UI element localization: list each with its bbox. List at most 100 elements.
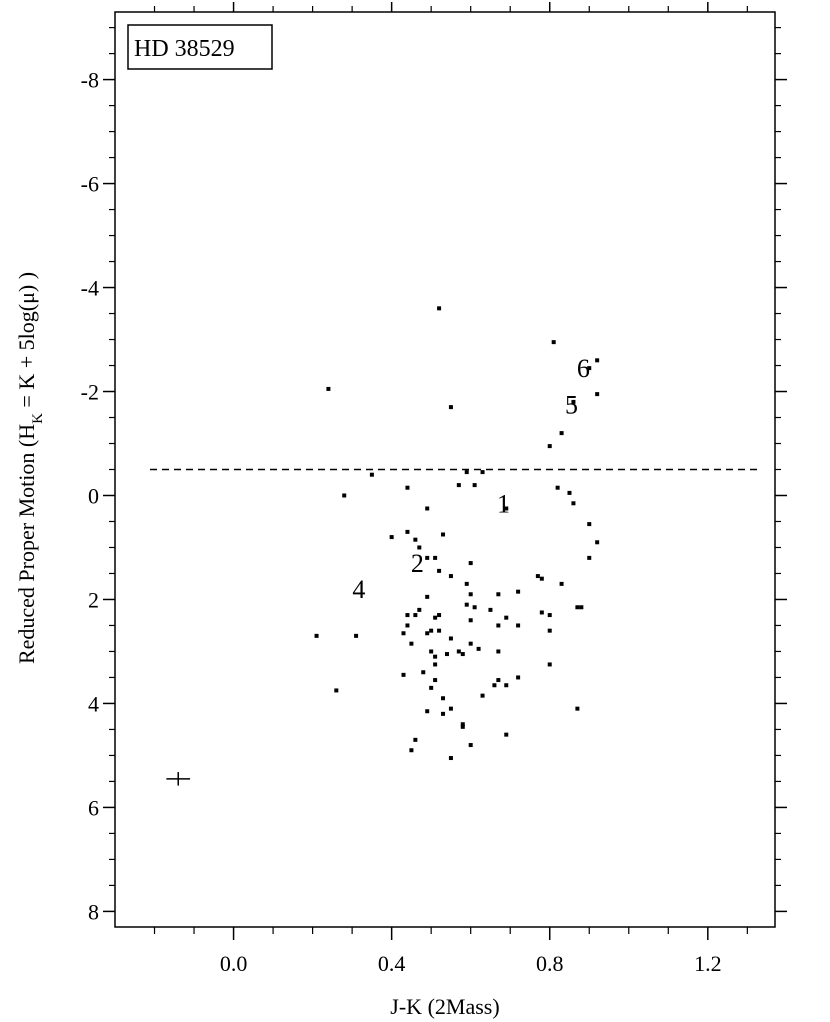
data-point xyxy=(448,636,453,641)
data-point xyxy=(559,431,564,436)
data-point xyxy=(334,688,339,693)
y-axis-title: Reduced Proper Motion (HK = K + 5log(μ) … xyxy=(14,272,46,664)
data-point xyxy=(547,628,552,633)
data-point xyxy=(441,696,446,701)
data-point xyxy=(571,399,576,404)
data-point xyxy=(354,633,359,638)
data-point xyxy=(476,646,481,651)
data-point xyxy=(547,662,552,667)
data-point xyxy=(496,623,501,628)
x-tick-label: 0.4 xyxy=(378,951,406,976)
data-point xyxy=(417,545,422,550)
data-point xyxy=(369,472,374,477)
data-point xyxy=(516,623,521,628)
data-point xyxy=(472,605,477,610)
data-point xyxy=(425,631,430,636)
data-point xyxy=(405,485,410,490)
data-point xyxy=(516,675,521,680)
data-point xyxy=(567,490,572,495)
data-point xyxy=(401,672,406,677)
data-point xyxy=(547,444,552,449)
y-tick-label: -2 xyxy=(81,380,99,405)
data-point xyxy=(587,366,592,371)
data-point xyxy=(409,748,414,753)
data-point xyxy=(314,633,319,638)
data-point xyxy=(504,615,509,620)
y-axis-title-pre: Reduced Proper Motion (H xyxy=(14,424,39,664)
data-point xyxy=(539,576,544,581)
data-point xyxy=(425,506,430,511)
data-point xyxy=(468,618,473,623)
data-point xyxy=(496,592,501,597)
data-point xyxy=(437,568,442,573)
y-tick-labels: -8 -6 -4 -2 0 2 4 6 8 xyxy=(81,68,99,925)
data-point xyxy=(389,535,394,540)
data-point xyxy=(464,602,469,607)
y-tick-label: 8 xyxy=(88,899,99,924)
y-tick-label: 4 xyxy=(88,691,99,716)
data-point xyxy=(516,589,521,594)
data-point xyxy=(425,594,430,599)
x-tick-label: 0.0 xyxy=(220,951,248,976)
data-point xyxy=(401,631,406,636)
y-tick-label: -4 xyxy=(81,276,99,301)
error-bar-cross xyxy=(166,772,191,786)
data-point xyxy=(575,706,580,711)
x-tick-label: 0.8 xyxy=(536,951,564,976)
data-point xyxy=(535,574,540,579)
y-tick-label: 2 xyxy=(88,587,99,612)
annotation-label: 5 xyxy=(565,391,578,420)
data-point xyxy=(413,737,418,742)
x-tick-label: 1.2 xyxy=(694,951,722,976)
data-point xyxy=(539,610,544,615)
data-point xyxy=(405,529,410,534)
data-point xyxy=(417,607,422,612)
y-axis-title-sub: K xyxy=(30,413,46,424)
data-point xyxy=(441,711,446,716)
data-point xyxy=(595,392,600,397)
data-point xyxy=(326,386,331,391)
data-point xyxy=(559,581,564,586)
data-point xyxy=(551,340,556,345)
data-point xyxy=(425,709,430,714)
data-point xyxy=(460,724,465,729)
legend-label: HD 38529 xyxy=(134,36,235,62)
data-point xyxy=(575,605,580,610)
data-point xyxy=(433,555,438,560)
y-tick-label: -6 xyxy=(81,172,99,197)
data-point xyxy=(448,405,453,410)
data-point xyxy=(413,537,418,542)
data-point xyxy=(448,706,453,711)
data-point xyxy=(429,649,434,654)
data-point xyxy=(571,501,576,506)
data-point xyxy=(448,756,453,761)
major-ticks xyxy=(103,2,787,940)
data-point xyxy=(587,522,592,527)
annotation-label: 4 xyxy=(352,575,365,604)
data-point xyxy=(437,613,442,618)
y-axis-title-post: = K + 5log(μ) ) xyxy=(14,272,39,413)
y-tick-label: 6 xyxy=(88,795,99,820)
legend-box xyxy=(127,24,273,70)
x-axis-title: J-K (2Mass) xyxy=(390,994,499,1019)
annotation-label: 6 xyxy=(577,354,590,383)
data-point xyxy=(437,306,442,311)
data-point xyxy=(468,561,473,566)
data-point xyxy=(464,581,469,586)
data-point xyxy=(433,654,438,659)
data-point xyxy=(496,649,501,654)
data-point xyxy=(587,555,592,560)
data-point xyxy=(468,743,473,748)
data-point xyxy=(496,678,501,683)
data-point xyxy=(456,649,461,654)
data-point xyxy=(405,613,410,618)
data-point xyxy=(433,662,438,667)
y-tick-label: -8 xyxy=(81,68,99,93)
data-point xyxy=(441,532,446,537)
data-point xyxy=(547,613,552,618)
data-point xyxy=(480,470,485,475)
data-point xyxy=(433,678,438,683)
data-point xyxy=(504,732,509,737)
x-tick-labels: 0.0 0.4 0.8 1.2 xyxy=(220,951,722,976)
